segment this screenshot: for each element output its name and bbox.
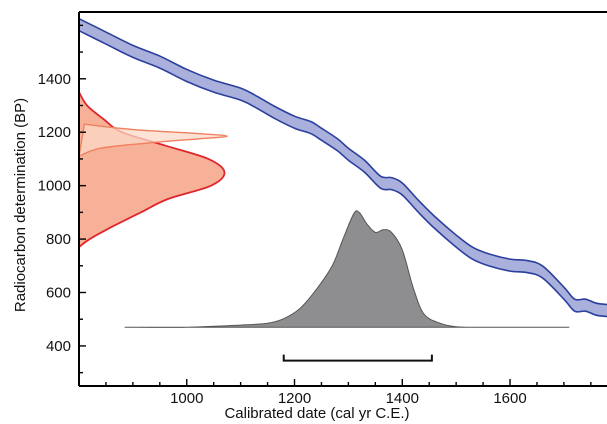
calibration-curve-band: [79, 18, 607, 317]
x-tick-label: 1600: [493, 390, 526, 407]
x-tick-label: 1400: [386, 390, 419, 407]
y-tick-label: 1000: [38, 178, 71, 195]
y-axis-title: Radiocarbon determination (BP): [12, 98, 29, 312]
radiocarbon-distribution-fill: [79, 92, 225, 248]
axes: 400 600 800 1000 1200 1400 1000 1200 1400 1600: [38, 11, 607, 407]
calibration-curve-lower-edge: [78, 29, 607, 318]
x-axis-title: Calibrated date (cal yr C.E.): [224, 405, 409, 422]
narrow-determination-peak: [78, 123, 228, 158]
calibration-curve-upper-edge: [78, 17, 607, 306]
x-tick-label: 1200: [278, 390, 311, 407]
y-tick-label: 1400: [38, 71, 71, 88]
plot-marks: [78, 17, 607, 362]
y-tick-label: 600: [46, 285, 71, 302]
x-tick-label: 1000: [170, 390, 203, 407]
calibrated-date-distribution: [124, 210, 570, 328]
y-tick-label: 1200: [38, 124, 71, 141]
y-tick-label: 400: [46, 338, 71, 355]
radiocarbon-distribution-outline: [78, 91, 226, 248]
y-tick-label: 800: [46, 231, 71, 248]
